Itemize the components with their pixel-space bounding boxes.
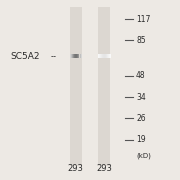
Text: --: -- bbox=[51, 52, 57, 61]
Bar bbox=[109, 54, 110, 58]
Text: 34: 34 bbox=[136, 93, 146, 102]
Bar bbox=[99, 54, 100, 58]
Bar bbox=[100, 54, 101, 58]
Bar bbox=[77, 54, 78, 58]
Bar bbox=[101, 54, 102, 58]
Text: 85: 85 bbox=[136, 36, 146, 45]
Bar bbox=[70, 7, 82, 166]
Bar bbox=[98, 7, 110, 166]
Bar bbox=[70, 54, 71, 58]
Text: (kD): (kD) bbox=[136, 152, 151, 159]
Bar bbox=[81, 54, 82, 58]
Text: 293: 293 bbox=[96, 164, 112, 173]
Text: 117: 117 bbox=[136, 15, 150, 24]
Text: 293: 293 bbox=[68, 164, 84, 173]
Bar bbox=[74, 54, 75, 58]
Bar bbox=[107, 54, 108, 58]
Bar bbox=[103, 54, 104, 58]
Bar bbox=[73, 54, 74, 58]
Bar bbox=[98, 54, 99, 58]
Bar bbox=[71, 54, 72, 58]
Bar bbox=[79, 54, 80, 58]
Bar bbox=[105, 54, 106, 58]
Text: SC5A2: SC5A2 bbox=[10, 52, 40, 61]
Bar bbox=[108, 54, 109, 58]
Bar bbox=[78, 54, 79, 58]
Bar bbox=[76, 54, 77, 58]
Text: 19: 19 bbox=[136, 135, 146, 144]
Bar bbox=[75, 54, 76, 58]
Bar bbox=[110, 54, 111, 58]
Bar bbox=[106, 54, 107, 58]
Bar bbox=[102, 54, 103, 58]
Text: 48: 48 bbox=[136, 71, 146, 80]
Bar bbox=[72, 54, 73, 58]
Text: 26: 26 bbox=[136, 114, 146, 123]
Bar bbox=[103, 54, 104, 58]
